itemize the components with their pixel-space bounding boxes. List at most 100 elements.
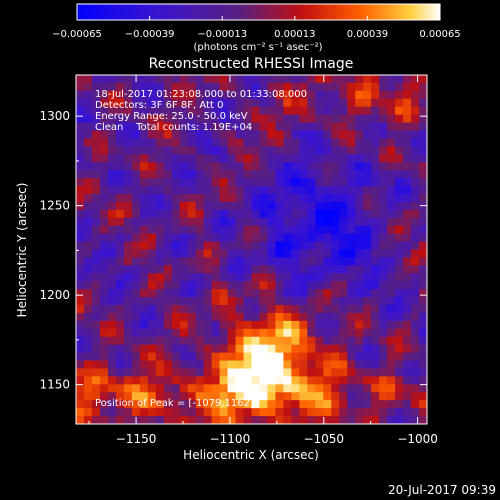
heatmap-cell (259, 186, 268, 195)
heatmap-cell (251, 368, 260, 377)
heatmap-cell (379, 273, 388, 282)
heatmap-cell (76, 360, 85, 369)
heatmap-cell (395, 392, 404, 401)
heatmap-cell (331, 186, 340, 195)
heatmap-cell (115, 289, 125, 298)
heatmap-cell (107, 122, 117, 131)
heatmap-cell (267, 408, 276, 417)
heatmap-cell (115, 281, 125, 290)
heatmap-cell (363, 193, 372, 203)
heatmap-cell (299, 408, 308, 417)
heatmap-cell (347, 392, 356, 401)
heatmap-cell (203, 90, 213, 100)
heatmap-cell (83, 106, 93, 116)
heatmap-cell (179, 75, 189, 84)
heatmap-cell (403, 305, 412, 314)
heatmap-cell (403, 170, 412, 179)
heatmap-cell (355, 233, 364, 242)
heatmap-cell (387, 82, 396, 92)
heatmap-cell (99, 265, 109, 274)
heatmap-cell (419, 344, 427, 354)
heatmap-cell (259, 289, 268, 298)
heatmap-cell (323, 289, 332, 298)
heatmap-cell (147, 75, 157, 84)
heatmap-cell (283, 162, 292, 171)
heatmap-cell (123, 368, 133, 377)
heatmap-cell (347, 312, 356, 322)
heatmap-cell (123, 233, 133, 242)
heatmap-cell (107, 170, 117, 179)
heatmap-cell (323, 122, 332, 131)
heatmap-cell (379, 360, 388, 369)
heatmap-cell (299, 90, 308, 100)
heatmap-cell (315, 146, 324, 155)
heatmap-cell (379, 249, 388, 258)
heatmap-cell (187, 170, 197, 179)
heatmap-cell (203, 209, 213, 219)
heatmap-cell (323, 336, 332, 346)
heatmap-cell (139, 305, 149, 314)
heatmap-cell (179, 289, 189, 298)
heatmap-cell (379, 416, 388, 424)
heatmap-cell (107, 162, 117, 171)
heatmap-cell (243, 368, 252, 377)
heatmap-cell (107, 154, 117, 163)
heatmap-cell (139, 400, 149, 409)
heatmap-cell (227, 138, 236, 147)
heatmap-cell (411, 138, 420, 147)
heatmap-cell (91, 130, 101, 139)
heatmap-cell (371, 257, 380, 266)
heatmap-cell (307, 82, 316, 92)
heatmap-cell (99, 344, 109, 354)
heatmap-cell (227, 178, 236, 187)
heatmap-cell (83, 138, 93, 147)
heatmap-cell (235, 320, 244, 330)
heatmap-cell (323, 344, 332, 354)
heatmap-cell (147, 162, 157, 171)
heatmap-cell (411, 241, 420, 250)
heatmap-cell (339, 75, 348, 84)
heatmap-cell (411, 376, 420, 385)
heatmap-cell (243, 249, 252, 258)
heatmap-cell (139, 273, 149, 282)
heatmap-cell (299, 265, 308, 274)
heatmap-cell (315, 209, 324, 219)
heatmap-cell (91, 376, 101, 385)
heatmap-cell (147, 281, 157, 290)
heatmap-cell (371, 106, 380, 116)
heatmap-cell (203, 305, 213, 314)
heatmap-cell (155, 225, 165, 235)
heatmap-cell (155, 130, 165, 139)
heatmap-cell (243, 154, 252, 163)
heatmap-cell (163, 360, 173, 369)
heatmap-cell (267, 146, 276, 155)
heatmap-cell (203, 384, 213, 393)
heatmap-cell (363, 241, 372, 250)
heatmap-cell (91, 328, 101, 338)
heatmap-cell (403, 257, 412, 266)
x-axis: −1150 −1100 −1050 −1000 (88, 75, 438, 446)
heatmap-cell (363, 75, 372, 84)
heatmap-cell (403, 336, 412, 346)
heatmap-cell (403, 368, 412, 377)
heatmap-cell (307, 257, 316, 266)
heatmap-cell (139, 241, 149, 250)
heatmap-cell (147, 352, 157, 361)
heatmap-cell (131, 392, 141, 401)
heatmap-cell (227, 400, 236, 409)
heatmap-cell (123, 352, 133, 361)
heatmap-cell (107, 257, 117, 266)
heatmap-cell (363, 209, 372, 219)
heatmap-cell (147, 320, 157, 330)
heatmap-cell (243, 114, 252, 123)
heatmap-cell (283, 201, 292, 211)
heatmap-cell (411, 328, 420, 338)
heatmap-cell (251, 297, 260, 306)
heatmap-cell (179, 344, 189, 354)
heatmap-cell (323, 360, 332, 369)
heatmap-cell (339, 368, 348, 377)
heatmap-cell (131, 344, 141, 354)
heatmap-cell (139, 257, 149, 266)
heatmap-cell (227, 130, 236, 139)
heatmap-cell (379, 146, 388, 155)
